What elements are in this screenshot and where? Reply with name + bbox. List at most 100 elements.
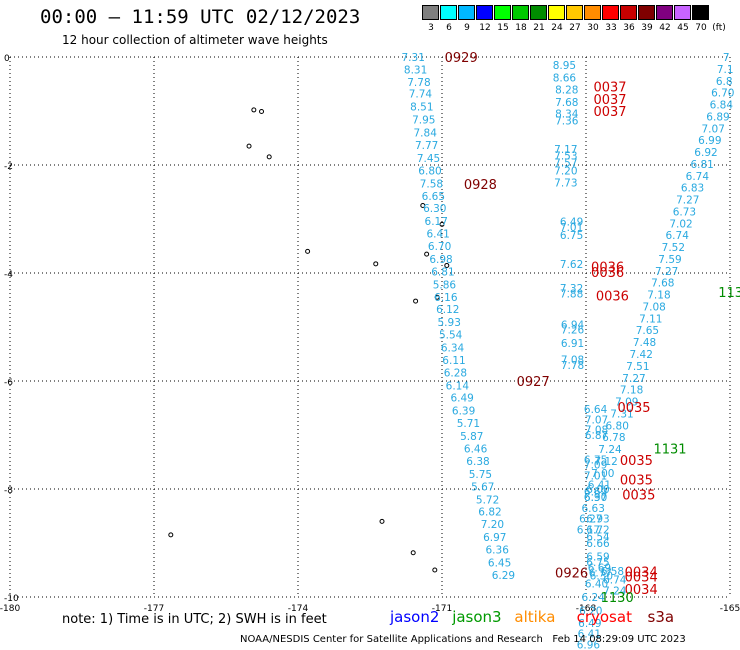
wave-height-label: 6.16 bbox=[434, 292, 458, 304]
wave-height-label: 6.12 bbox=[436, 304, 459, 316]
lon-tick-label: -165 bbox=[720, 604, 740, 614]
wave-height-label: 6.70 bbox=[711, 88, 734, 100]
island-outline bbox=[439, 221, 445, 227]
legend-swatch-45 bbox=[674, 5, 691, 20]
pass-time-label: 0926 bbox=[555, 567, 588, 582]
wave-height-label: 6.11 bbox=[442, 355, 465, 367]
pass-time-label: 0036 bbox=[591, 266, 624, 281]
legend-swatch-24 bbox=[548, 5, 565, 20]
legend-label-15: 15 bbox=[497, 23, 509, 33]
wave-height-label: 8.31 bbox=[404, 64, 427, 76]
island-outline bbox=[434, 294, 440, 300]
legend-label-24: 24 bbox=[551, 23, 563, 33]
wave-height-label: 5.75 bbox=[469, 469, 492, 481]
wave-height-label: 7.20 bbox=[481, 519, 504, 531]
wave-height-label: 6.97 bbox=[483, 532, 506, 544]
map-subtitle: 12 hour collection of altimeter wave hei… bbox=[62, 33, 328, 47]
wave-height-label: 6.30 bbox=[423, 203, 446, 215]
wave-height-label: 7.08 bbox=[585, 425, 608, 437]
wave-height-label: 7.74 bbox=[409, 89, 433, 101]
lon-tick-label: -180 bbox=[0, 604, 20, 614]
legend-swatch-3 bbox=[422, 5, 439, 20]
wave-height-label: 8.95 bbox=[553, 60, 576, 72]
wave-height-label: 7.01 bbox=[584, 471, 607, 483]
island-outline bbox=[432, 567, 438, 573]
wave-height-label: 6.24 bbox=[582, 592, 606, 604]
wave-height-label: 6.17 bbox=[425, 216, 448, 228]
satellite-altika: altika bbox=[514, 608, 556, 626]
wave-height-label: 7 bbox=[723, 52, 730, 64]
island-outline bbox=[168, 532, 174, 538]
wave-height-label: 6.84 bbox=[710, 100, 734, 112]
legend-label-45: 45 bbox=[677, 23, 689, 33]
wave-height-label: 6.36 bbox=[486, 544, 510, 556]
wave-height-label: 6.75 bbox=[584, 454, 607, 466]
pass-time-label: 0928 bbox=[464, 178, 497, 193]
pass-time-label: 0035 bbox=[620, 473, 653, 488]
pass-time-label: 0034 bbox=[625, 570, 658, 585]
wave-height-label: 5.67 bbox=[471, 481, 494, 493]
lon-tick-label: -168 bbox=[576, 604, 597, 614]
map-title: 00:00 – 11:59 UTC 02/12/2023 bbox=[40, 6, 361, 28]
wave-height-label: 7.68 bbox=[555, 97, 578, 109]
wave-height-label: 7.73 bbox=[554, 177, 577, 189]
pass-time-label: 0035 bbox=[617, 401, 650, 416]
legend-swatch-39 bbox=[638, 5, 655, 20]
wave-height-label: 7.24 bbox=[598, 444, 622, 456]
wave-height-label: 7.84 bbox=[414, 128, 438, 140]
legend-swatch-42 bbox=[656, 5, 673, 20]
pass-time-label: 1132 bbox=[718, 286, 740, 301]
legend-label-12: 12 bbox=[479, 23, 491, 33]
wave-height-label: 6.20 bbox=[579, 606, 602, 618]
wave-height-label: 7.36 bbox=[555, 116, 579, 128]
wave-height-label: 7.27 bbox=[655, 266, 678, 278]
island-outline bbox=[420, 203, 426, 208]
color-legend: 3 6 9 12 15 18 21 24 27 30 33 36 39 42 45 70 (ft) bbox=[422, 5, 732, 37]
wave-height-label: 6.63 bbox=[582, 503, 605, 515]
island-outline bbox=[373, 261, 379, 267]
satellite-jason3: jason3 bbox=[452, 608, 502, 626]
wave-height-label: 6.75 bbox=[560, 230, 583, 242]
wave-height-label: 6.34 bbox=[441, 343, 465, 355]
island-outline bbox=[410, 550, 416, 556]
wave-height-label: 7.32 bbox=[560, 283, 583, 295]
legend-label-9: 9 bbox=[464, 23, 470, 33]
wave-height-label: 5.87 bbox=[460, 431, 483, 443]
lon-tick-label: -174 bbox=[288, 604, 309, 614]
wave-height-label: 6.74 bbox=[686, 171, 710, 183]
legend-swatch-21 bbox=[530, 5, 547, 20]
wave-height-label: 6.46 bbox=[464, 444, 488, 456]
wave-height-label: 6.82 bbox=[478, 507, 501, 519]
pass-time-label: 0037 bbox=[593, 81, 626, 96]
footer-timestamp: Feb 14 08:29:09 UTC 2023 bbox=[552, 634, 686, 645]
island-outline bbox=[266, 154, 272, 160]
wave-height-label: 5.72 bbox=[476, 494, 499, 506]
satellite-jason2: jason2 bbox=[390, 608, 440, 626]
wave-height-label: 6.49 bbox=[578, 618, 601, 630]
pass-time-label: 0036 bbox=[596, 290, 629, 305]
island-outline bbox=[246, 143, 252, 149]
wave-height-label: 7.78 bbox=[561, 360, 584, 372]
wave-height-label: 5.71 bbox=[457, 418, 480, 430]
wave-height-label: 6.75 bbox=[586, 557, 609, 569]
island-outline bbox=[251, 107, 257, 113]
pass-time-label: 0035 bbox=[620, 454, 653, 469]
pass-time-label: 0036 bbox=[591, 261, 624, 276]
wave-height-label: 8.51 bbox=[410, 102, 433, 114]
wave-height-label: 6.41 bbox=[426, 229, 449, 241]
wave-height-label: 6.99 bbox=[698, 135, 721, 147]
wave-height-label: 6.49 bbox=[450, 393, 473, 405]
wave-height-label: 7.18 bbox=[620, 385, 643, 397]
wave-height-label: 6.39 bbox=[452, 406, 475, 418]
wave-height-label: 7.00 bbox=[591, 468, 614, 480]
wave-height-label: 8.28 bbox=[555, 84, 578, 96]
wave-height-label: 6.30 bbox=[584, 492, 607, 504]
wave-height-label: 6.89 bbox=[706, 111, 729, 123]
satellite-s3a: s3a bbox=[647, 608, 675, 626]
wave-height-label: 7.48 bbox=[633, 337, 656, 349]
legend-swatch-33 bbox=[602, 5, 619, 20]
wave-height-label: 6.91 bbox=[561, 338, 584, 350]
pass-time-label: 0034 bbox=[625, 566, 658, 581]
wave-height-label: 6.64 bbox=[584, 404, 608, 416]
wave-height-label: 6.78 bbox=[602, 432, 625, 444]
